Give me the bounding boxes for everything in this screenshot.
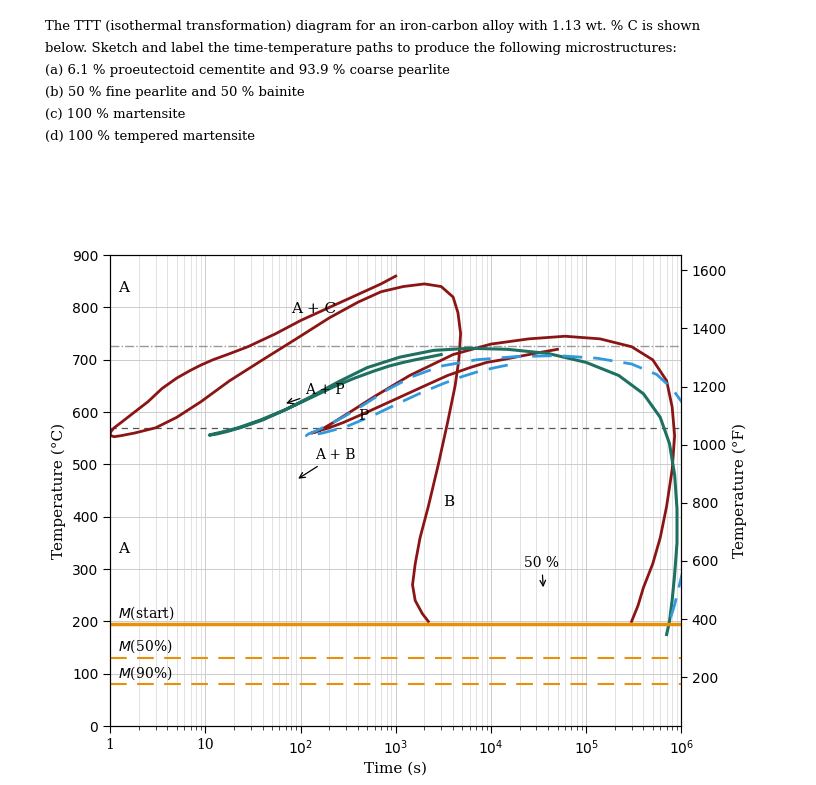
Text: 50 %: 50 % <box>524 556 559 586</box>
X-axis label: Time (s): Time (s) <box>364 762 428 776</box>
Text: A + B: A + B <box>299 448 355 478</box>
Text: (b) 50 % fine pearlite and 50 % bainite: (b) 50 % fine pearlite and 50 % bainite <box>45 86 304 99</box>
Text: (c) 100 % martensite: (c) 100 % martensite <box>45 108 185 121</box>
Text: P: P <box>357 409 368 423</box>
Text: A + C: A + C <box>291 301 336 316</box>
Text: below. Sketch and label the time-temperature paths to produce the following micr: below. Sketch and label the time-tempera… <box>45 42 676 55</box>
Text: B: B <box>443 495 455 509</box>
Text: A: A <box>118 542 129 557</box>
Text: $\it{M}$(50%): $\it{M}$(50%) <box>118 637 172 655</box>
Y-axis label: Temperature (°C): Temperature (°C) <box>52 422 66 559</box>
Text: $\it{M}$(start): $\it{M}$(start) <box>118 604 175 622</box>
Text: A + P: A + P <box>287 383 345 403</box>
Y-axis label: Temperature (°F): Temperature (°F) <box>733 423 747 558</box>
Text: (d) 100 % tempered martensite: (d) 100 % tempered martensite <box>45 130 255 143</box>
Text: (a) 6.1 % proeutectoid cementite and 93.9 % coarse pearlite: (a) 6.1 % proeutectoid cementite and 93.… <box>45 64 450 77</box>
Text: The TTT (isothermal transformation) diagram for an iron-carbon alloy with 1.13 w: The TTT (isothermal transformation) diag… <box>45 20 700 33</box>
Text: A: A <box>118 281 129 294</box>
Text: $\it{M}$(90%): $\it{M}$(90%) <box>118 664 172 682</box>
